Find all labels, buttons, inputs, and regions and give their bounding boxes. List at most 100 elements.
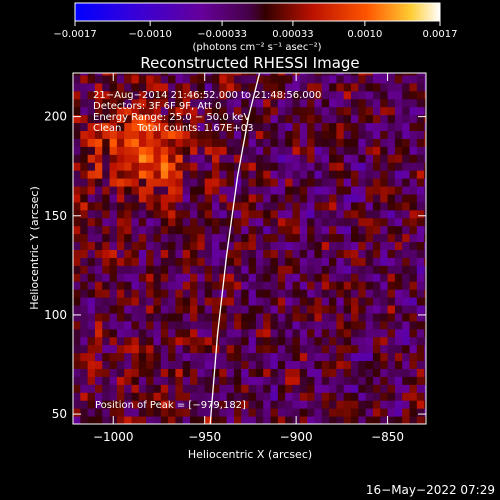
heatmap-cell xyxy=(402,305,411,314)
heatmap-cell xyxy=(219,138,228,147)
heatmap-cell xyxy=(146,225,154,235)
heatmap-cell xyxy=(277,368,286,377)
heatmap-cell xyxy=(416,376,425,385)
heatmap-cell xyxy=(270,201,279,211)
heatmap-cell xyxy=(263,257,272,266)
heatmap-cell xyxy=(394,305,403,314)
heatmap-cell xyxy=(219,178,228,187)
y-tick-label: 100 xyxy=(44,308,67,322)
heatmap-cell xyxy=(233,376,242,385)
heatmap-cell xyxy=(343,178,352,187)
heatmap-cell xyxy=(226,178,235,187)
heatmap-cell xyxy=(124,74,133,84)
heatmap-cell xyxy=(351,233,359,243)
heatmap-cell xyxy=(380,122,389,132)
heatmap-cell xyxy=(160,281,169,290)
heatmap-cell xyxy=(416,312,425,322)
heatmap-cell xyxy=(321,265,330,274)
heatmap-cell xyxy=(255,320,264,330)
heatmap-cell xyxy=(285,305,293,314)
heatmap-cell xyxy=(197,281,206,290)
heatmap-cell xyxy=(241,416,250,424)
heatmap-cell xyxy=(299,360,308,369)
heatmap-cell xyxy=(138,106,147,116)
heatmap-cell xyxy=(182,178,191,187)
heatmap-cell xyxy=(175,360,184,369)
heatmap-cell xyxy=(138,281,147,290)
heatmap-cell xyxy=(358,225,367,235)
heatmap-cell xyxy=(124,368,133,377)
heatmap-cell xyxy=(372,328,381,338)
heatmap-cell xyxy=(285,408,293,417)
heatmap-cell xyxy=(277,170,286,179)
heatmap-cell xyxy=(372,257,381,266)
heatmap-cell xyxy=(109,82,118,92)
heatmap-cell xyxy=(233,217,242,227)
heatmap-cell xyxy=(314,90,323,100)
heatmap-cell xyxy=(80,289,89,298)
heatmap-cell xyxy=(285,376,293,385)
heatmap-cell xyxy=(402,376,411,385)
heatmap-cell xyxy=(94,146,103,155)
heatmap-cell xyxy=(73,130,81,139)
heatmap-cell xyxy=(380,201,389,211)
heatmap-cell xyxy=(190,297,198,306)
heatmap-cell xyxy=(248,138,257,147)
heatmap-cell xyxy=(241,392,250,401)
heatmap-cell xyxy=(168,360,176,369)
heatmap-cell xyxy=(365,392,374,401)
heatmap-cell xyxy=(372,138,381,147)
heatmap-cell xyxy=(424,376,426,385)
heatmap-cell xyxy=(321,154,330,163)
heatmap-cell xyxy=(204,320,213,330)
heatmap-cell xyxy=(365,257,374,266)
heatmap-cell xyxy=(226,130,235,139)
heatmap-cell xyxy=(204,360,213,369)
heatmap-cell xyxy=(233,408,242,417)
heatmap-cell xyxy=(219,201,228,211)
heatmap-cell xyxy=(153,416,162,424)
heatmap-cell xyxy=(94,201,103,211)
heatmap-cell xyxy=(285,154,293,163)
heatmap-cell xyxy=(402,328,411,338)
heatmap-cell xyxy=(343,368,352,377)
heatmap-cell xyxy=(365,138,374,147)
heatmap-cell xyxy=(248,122,257,132)
heatmap-cell xyxy=(343,186,352,195)
heatmap-cell xyxy=(146,408,154,417)
heatmap-cell xyxy=(197,328,206,338)
y-tick-label: 50 xyxy=(52,407,67,421)
heatmap-cell xyxy=(204,130,213,139)
heatmap-cell xyxy=(160,170,169,179)
heatmap-cell xyxy=(314,82,323,92)
heatmap-cell xyxy=(168,297,176,306)
heatmap-cell xyxy=(248,90,257,100)
heatmap-cell xyxy=(146,193,154,203)
heatmap-cell xyxy=(424,289,426,298)
heatmap-cell xyxy=(329,74,337,84)
heatmap-cell xyxy=(329,344,337,354)
heatmap-cell xyxy=(394,170,403,179)
heatmap-cell xyxy=(73,416,81,424)
heatmap-cell xyxy=(241,344,250,354)
heatmap-cell xyxy=(351,130,359,139)
heatmap-cell xyxy=(372,162,381,171)
heatmap-cell xyxy=(321,90,330,100)
heatmap-cell xyxy=(329,90,337,100)
heatmap-cell xyxy=(299,344,308,354)
heatmap-cell xyxy=(336,249,345,258)
heatmap-cell xyxy=(255,241,264,250)
heatmap-cell xyxy=(394,162,403,171)
heatmap-cell xyxy=(190,154,198,163)
heatmap-cell xyxy=(255,122,264,132)
heatmap-cell xyxy=(87,178,96,187)
heatmap-cell xyxy=(292,201,301,211)
heatmap-cell xyxy=(197,209,206,219)
heatmap-cell xyxy=(394,360,403,369)
heatmap-cell xyxy=(138,400,147,409)
heatmap-cell xyxy=(336,209,345,219)
heatmap-cell xyxy=(380,305,389,314)
heatmap-cell xyxy=(409,225,418,235)
heatmap-cell xyxy=(212,217,220,227)
heatmap-cell xyxy=(336,336,345,346)
